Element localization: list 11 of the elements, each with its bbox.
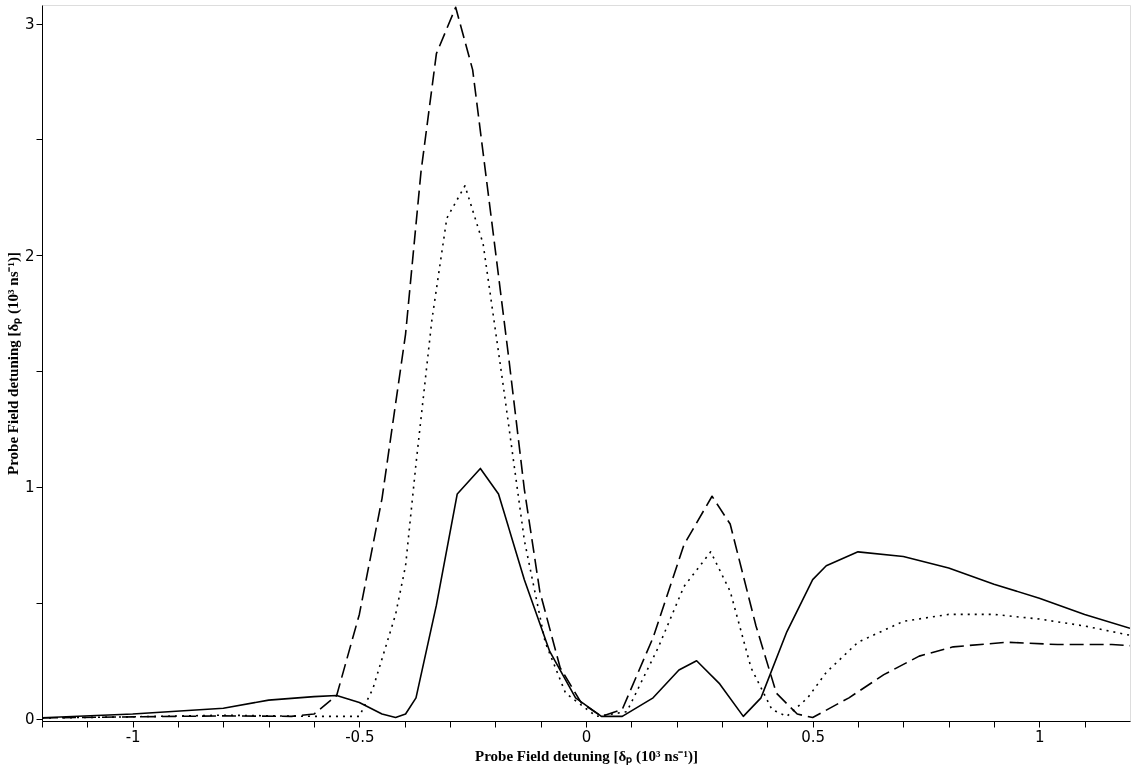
y-tick-label: 0	[24, 710, 35, 729]
y-tick-label: 3	[24, 15, 35, 34]
y-axis-title: Probe Field detuning [δₚ (10³ ns⁻¹)]	[4, 252, 22, 475]
y-tick-label: 2	[24, 246, 35, 265]
x-tick-label: 0.5	[801, 727, 826, 746]
x-tick-label: 1	[1035, 727, 1045, 746]
x-tick-label: 0	[581, 727, 592, 746]
x-tick-label: -0.5	[345, 727, 375, 746]
x-axis-title: Probe Field detuning [δₚ (10³ ns⁻¹)]	[475, 747, 698, 765]
x-tick-label: -1	[125, 727, 141, 746]
y-tick-label: 1	[24, 478, 35, 497]
